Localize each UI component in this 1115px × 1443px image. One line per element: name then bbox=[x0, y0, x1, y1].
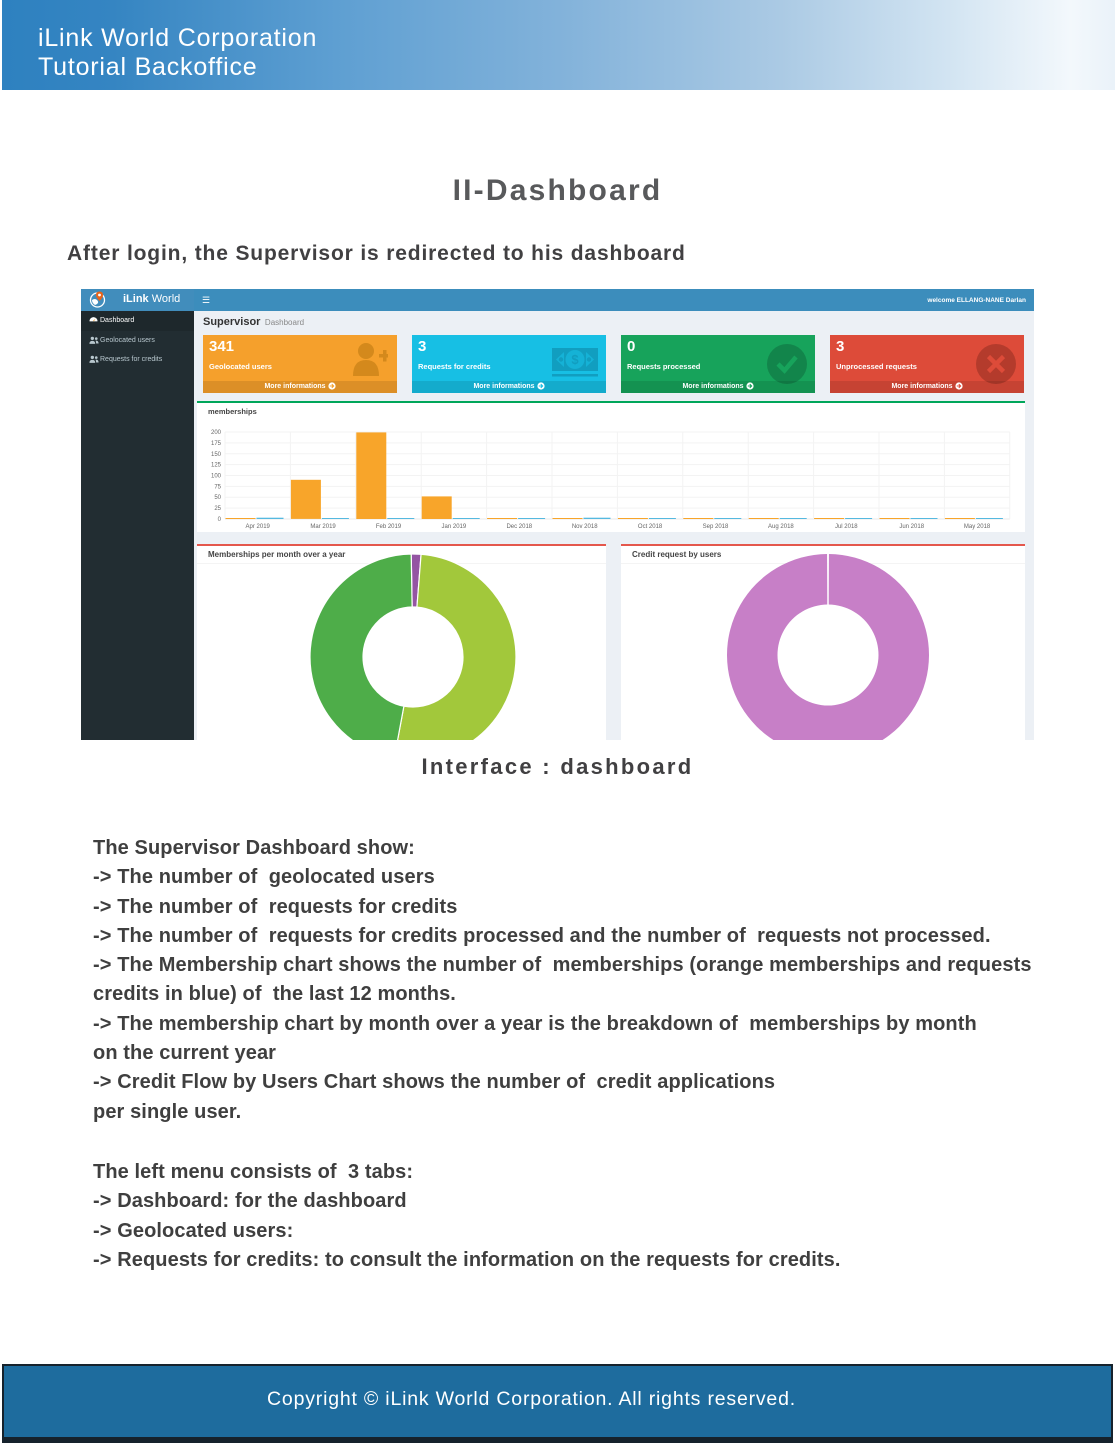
svg-text:Mar 2019: Mar 2019 bbox=[310, 524, 336, 530]
svg-text:Jan 2019: Jan 2019 bbox=[442, 524, 467, 530]
svg-text:75: 75 bbox=[214, 484, 221, 490]
svg-text:0: 0 bbox=[218, 517, 222, 523]
svg-text:25: 25 bbox=[214, 506, 221, 512]
svg-text:Jun 2018: Jun 2018 bbox=[899, 524, 924, 530]
svg-text:100: 100 bbox=[211, 474, 222, 480]
svg-text:May 2018: May 2018 bbox=[964, 524, 991, 530]
svg-text:Feb 2019: Feb 2019 bbox=[376, 524, 402, 530]
svg-text:Sep 2018: Sep 2018 bbox=[703, 524, 729, 530]
svg-text:Jul 2018: Jul 2018 bbox=[835, 524, 858, 530]
svg-text:175: 175 bbox=[211, 441, 222, 447]
svg-text:$: $ bbox=[571, 352, 579, 367]
svg-text:125: 125 bbox=[211, 463, 222, 469]
svg-text:Dec 2018: Dec 2018 bbox=[506, 524, 532, 530]
svg-text:Nov 2018: Nov 2018 bbox=[572, 524, 598, 530]
svg-text:Apr 2019: Apr 2019 bbox=[246, 524, 271, 530]
svg-text:200: 200 bbox=[211, 430, 222, 436]
svg-text:150: 150 bbox=[211, 452, 222, 458]
svg-text:Oct 2018: Oct 2018 bbox=[638, 524, 663, 530]
svg-text:50: 50 bbox=[214, 495, 221, 501]
svg-text:Aug 2018: Aug 2018 bbox=[768, 524, 794, 530]
